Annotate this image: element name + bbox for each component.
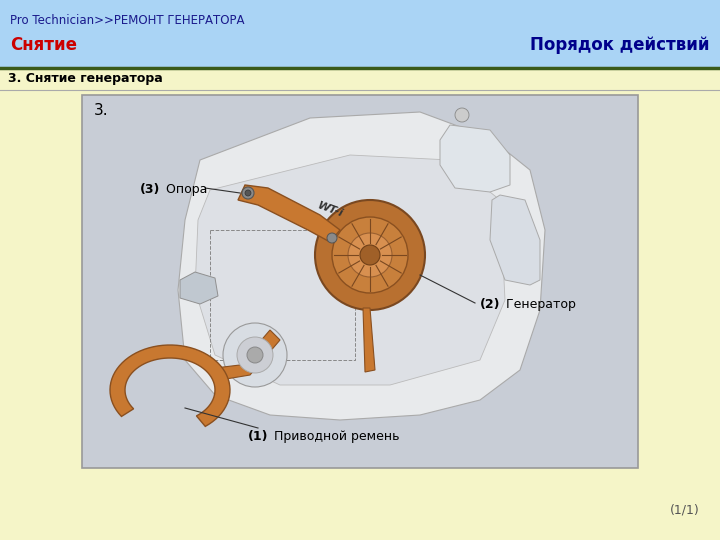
Text: Генератор: Генератор xyxy=(502,298,576,311)
Text: (3): (3) xyxy=(140,183,161,196)
Polygon shape xyxy=(363,308,375,372)
Circle shape xyxy=(327,233,337,243)
Text: 3.: 3. xyxy=(94,103,109,118)
Polygon shape xyxy=(490,195,540,285)
Text: Порядок действий: Порядок действий xyxy=(531,36,710,54)
Circle shape xyxy=(348,233,392,277)
Text: Опора: Опора xyxy=(162,183,207,196)
Text: (1): (1) xyxy=(248,430,269,443)
Text: (2): (2) xyxy=(480,298,500,311)
Text: (1/1): (1/1) xyxy=(670,503,700,516)
Polygon shape xyxy=(180,272,218,304)
Circle shape xyxy=(237,337,273,373)
Text: 3. Снятие генератора: 3. Снятие генератора xyxy=(8,72,163,85)
Circle shape xyxy=(315,200,425,310)
Polygon shape xyxy=(215,330,280,380)
Circle shape xyxy=(242,187,254,199)
Polygon shape xyxy=(195,155,505,385)
Circle shape xyxy=(247,347,263,363)
Text: Приводной ремень: Приводной ремень xyxy=(270,430,400,443)
Text: WT-i: WT-i xyxy=(316,201,344,219)
Bar xyxy=(82,95,638,468)
Circle shape xyxy=(223,323,287,387)
Bar xyxy=(0,0,720,68)
Text: Pro Technician>>РЕМОНТ ГЕНЕРАТОРА: Pro Technician>>РЕМОНТ ГЕНЕРАТОРА xyxy=(10,14,245,27)
Polygon shape xyxy=(440,125,510,192)
Circle shape xyxy=(360,245,380,265)
Text: Снятие: Снятие xyxy=(10,36,77,54)
Polygon shape xyxy=(178,112,545,420)
Circle shape xyxy=(245,190,251,196)
Circle shape xyxy=(455,108,469,122)
Polygon shape xyxy=(110,345,230,427)
Polygon shape xyxy=(238,185,340,242)
Circle shape xyxy=(332,217,408,293)
